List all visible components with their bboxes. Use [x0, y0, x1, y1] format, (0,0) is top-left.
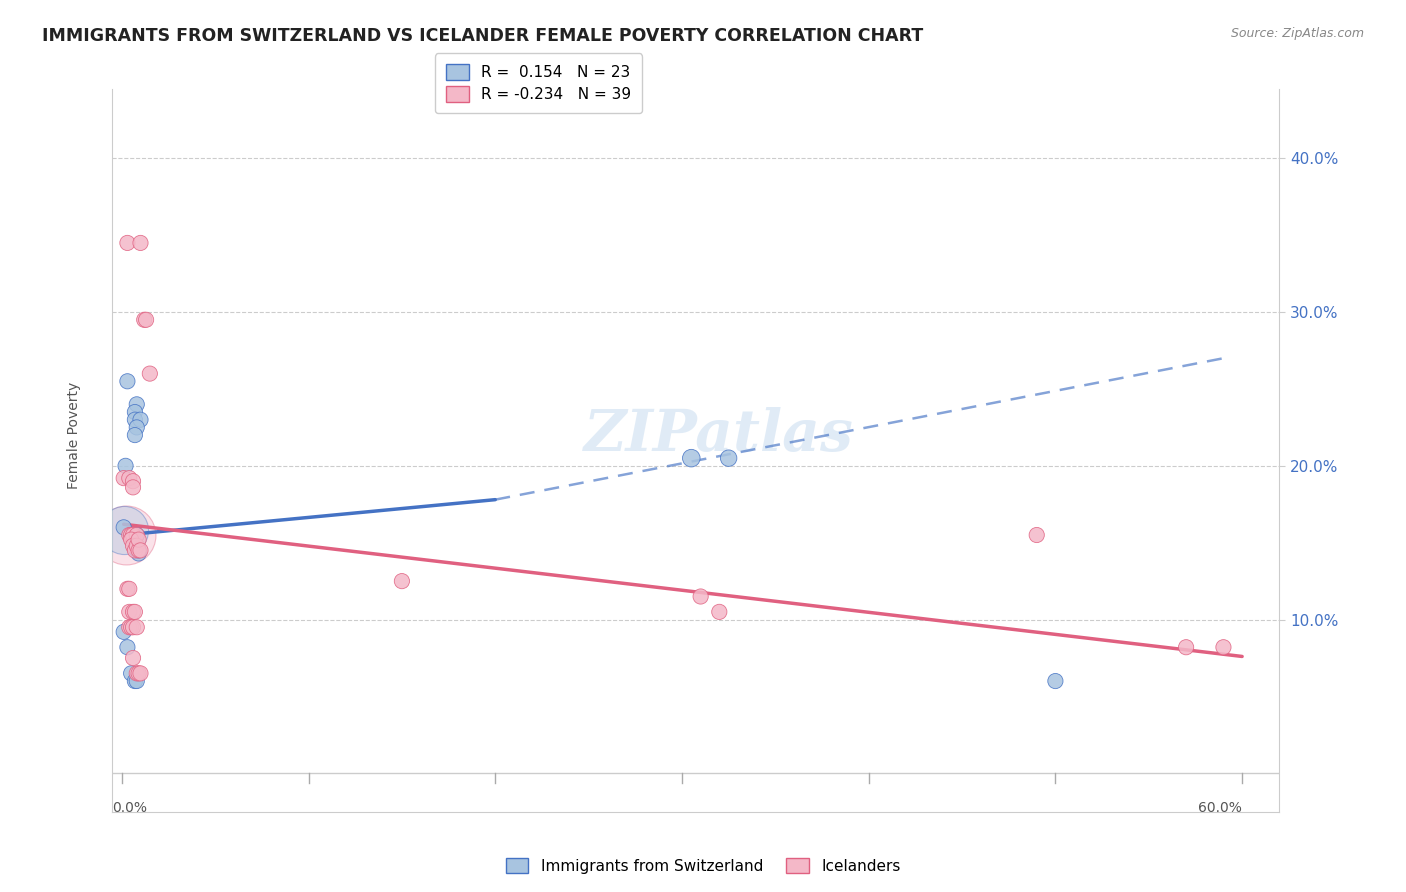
Point	[125, 397, 148, 411]
Legend: Immigrants from Switzerland, Icelanders: Immigrants from Switzerland, Icelanders	[499, 852, 907, 880]
Point	[122, 528, 145, 542]
Point	[118, 582, 141, 596]
Point	[124, 674, 146, 689]
Point	[1175, 640, 1198, 655]
Point	[134, 313, 156, 327]
Point	[122, 539, 145, 553]
Point	[124, 428, 146, 442]
Point	[125, 528, 148, 542]
Point	[124, 405, 146, 419]
Point	[120, 528, 142, 542]
Point	[122, 620, 145, 634]
Point	[1025, 528, 1047, 542]
Text: 60.0%: 60.0%	[1198, 801, 1241, 815]
Point	[129, 413, 152, 427]
Point	[125, 420, 148, 434]
Point	[717, 451, 740, 466]
Point	[122, 605, 145, 619]
Legend: R =  0.154   N = 23, R = -0.234   N = 39: R = 0.154 N = 23, R = -0.234 N = 39	[434, 54, 641, 113]
Point	[112, 471, 135, 485]
Point	[125, 528, 148, 542]
Text: 0.0%: 0.0%	[112, 801, 148, 815]
Point	[129, 235, 152, 250]
Point	[117, 582, 139, 596]
Point	[117, 640, 139, 655]
Point	[391, 574, 413, 588]
Point	[112, 624, 135, 639]
Point	[128, 546, 150, 560]
Text: IMMIGRANTS FROM SWITZERLAND VS ICELANDER FEMALE POVERTY CORRELATION CHART: IMMIGRANTS FROM SWITZERLAND VS ICELANDER…	[42, 27, 924, 45]
Point	[125, 674, 148, 689]
Point	[125, 539, 148, 553]
Point	[120, 666, 142, 681]
Point	[125, 620, 148, 634]
Point	[125, 666, 148, 681]
Point	[139, 367, 162, 381]
Point	[117, 374, 139, 388]
Text: Source: ZipAtlas.com: Source: ZipAtlas.com	[1230, 27, 1364, 40]
Point	[118, 605, 141, 619]
Point	[125, 543, 148, 558]
Point	[128, 543, 150, 558]
Point	[124, 543, 146, 558]
Text: Female Poverty: Female Poverty	[66, 382, 80, 489]
Point	[681, 451, 703, 466]
Point	[129, 543, 152, 558]
Point	[122, 474, 145, 488]
Point	[122, 480, 145, 494]
Point	[128, 533, 150, 547]
Point	[114, 458, 136, 473]
Point	[1045, 674, 1067, 689]
Point	[122, 651, 145, 665]
Point	[120, 533, 142, 547]
Point	[128, 666, 150, 681]
Point	[118, 471, 141, 485]
Point	[135, 313, 157, 327]
Point	[120, 620, 142, 634]
Point	[128, 543, 150, 558]
Point	[129, 666, 152, 681]
Text: ZIPatlas: ZIPatlas	[585, 407, 855, 463]
Point	[112, 520, 135, 534]
Point	[118, 620, 141, 634]
Point	[1212, 640, 1234, 655]
Point	[120, 528, 142, 542]
Point	[114, 528, 136, 542]
Point	[689, 590, 711, 604]
Point	[125, 539, 148, 553]
Point	[124, 605, 146, 619]
Point	[709, 605, 731, 619]
Point	[112, 524, 135, 538]
Point	[117, 235, 139, 250]
Point	[124, 413, 146, 427]
Point	[118, 528, 141, 542]
